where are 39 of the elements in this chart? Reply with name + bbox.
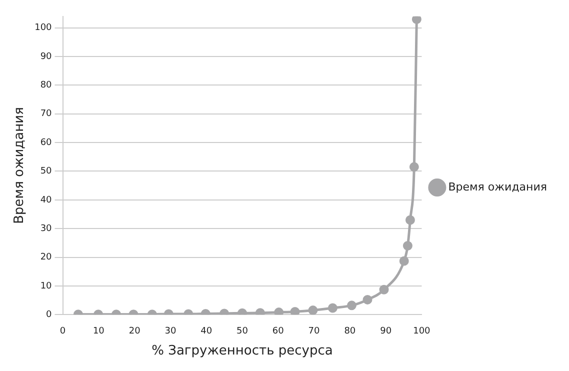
y-tick-label: 80: [40, 80, 52, 91]
point: [290, 306, 300, 315]
x-tick-label: 80: [344, 326, 356, 336]
point: [328, 303, 338, 313]
y-tick-label: 100: [34, 23, 52, 34]
point: [362, 294, 372, 304]
point: [412, 16, 422, 24]
x-tick-label: 40: [200, 326, 212, 336]
point: [274, 308, 284, 315]
y-axis-title: Время ожидания: [12, 107, 28, 224]
y-tick-label: 60: [40, 138, 52, 148]
point: [399, 256, 409, 266]
point: [237, 308, 247, 315]
x-tick-label: 70: [308, 326, 320, 336]
x-tick-label: 0: [60, 326, 66, 336]
x-tick-label: 20: [128, 326, 141, 336]
y-tick-label: 70: [40, 109, 52, 120]
point: [308, 306, 318, 315]
point: [379, 284, 389, 294]
y-tick-label: 30: [40, 224, 52, 234]
point: [255, 308, 265, 315]
point: [346, 300, 356, 310]
x-tick-label: 10: [92, 326, 105, 336]
x-axis-title: % Загруженность ресурса: [152, 344, 333, 359]
y-tick-label: 20: [40, 252, 52, 263]
x-tick-label: 60: [272, 326, 284, 336]
y-tick-label: 90: [40, 52, 52, 62]
point: [405, 215, 415, 225]
x-tick-label: 50: [236, 326, 248, 336]
y-tick-label: 10: [40, 281, 52, 292]
y-tick-label: 40: [40, 195, 52, 206]
point: [402, 241, 412, 251]
x-tick-label: 90: [380, 326, 392, 336]
point: [409, 162, 419, 172]
x-tick-label: 100: [413, 326, 431, 336]
y-tick-label: 50: [40, 166, 52, 177]
legend-label: Время ожидания: [448, 180, 548, 194]
x-tick-label: 30: [164, 326, 176, 336]
y-tick-label: 0: [46, 310, 52, 320]
